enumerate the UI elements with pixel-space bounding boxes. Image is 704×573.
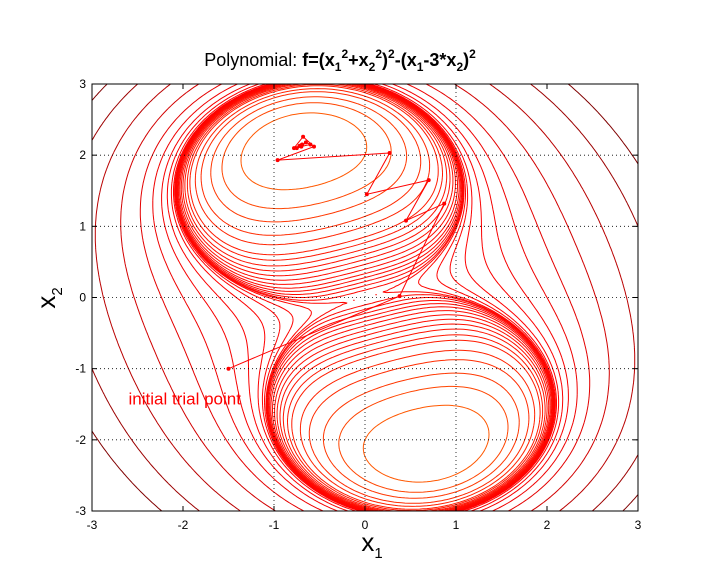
path-point-3 — [404, 218, 408, 223]
title-part-4: 2 — [369, 60, 376, 74]
title-part-13: 2 — [469, 47, 476, 61]
x-tick-label-0: -3 — [87, 518, 98, 532]
title-part-12: ) — [463, 50, 469, 70]
contour-level-31 — [94, 84, 636, 511]
path-point-17 — [299, 143, 304, 148]
contour-level-24 — [173, 84, 557, 511]
y-tick-label-2: -1 — [75, 362, 86, 376]
y-tick-label-4: 1 — [79, 219, 86, 233]
title-part-0: f=(x — [302, 50, 335, 70]
y-tick-label-3: 0 — [79, 291, 86, 305]
contour-level-29 — [139, 84, 591, 511]
contour-level-7 — [200, 91, 530, 504]
path-point-6 — [387, 151, 392, 155]
optimization-path — [226, 134, 447, 371]
contour-level-9 — [189, 85, 541, 510]
path-point-5 — [364, 192, 369, 197]
grid-lines — [92, 84, 638, 511]
contour-level-8 — [194, 88, 536, 507]
path-point-14 — [294, 146, 299, 151]
contour-level-13 — [180, 84, 550, 511]
title-part-10: -3*x — [423, 50, 456, 70]
x-tick-label-6: 3 — [635, 518, 642, 532]
path-point-1 — [397, 294, 402, 299]
title-part-7: 2 — [388, 47, 395, 61]
contour-level-23 — [174, 84, 556, 511]
annotation-0: initial trial point — [129, 390, 242, 409]
contour-lines — [92, 84, 638, 511]
title-part-9: 1 — [417, 60, 424, 74]
contour-level-28 — [152, 84, 578, 511]
contour-level-11 — [184, 84, 546, 511]
x-axis-label: x1 — [361, 527, 382, 562]
contour-level-4 — [240, 112, 490, 483]
y-tick-label-0: -3 — [75, 504, 86, 518]
path-point-10 — [292, 146, 296, 151]
y-label-sub: 2 — [49, 287, 66, 295]
annotations: initial trial point — [129, 390, 242, 409]
contour-level-25 — [170, 84, 560, 511]
x-tick-label-4: 1 — [453, 518, 460, 532]
axis-ticks: -3 -2 -1 0 1 2 3 -3 -2 -1 0 1 2 3 — [75, 77, 641, 532]
title-part-5: 2 — [375, 47, 382, 61]
title-part-2: 2 — [341, 47, 348, 61]
contour-level-33 — [92, 84, 638, 511]
y-tick-label-5: 2 — [79, 148, 86, 162]
path-point-8 — [312, 144, 316, 149]
y-label-base: x — [31, 296, 61, 309]
y-tick-label-1: -2 — [75, 433, 86, 447]
title-part-3: +x — [348, 50, 369, 70]
path-point-11 — [308, 142, 313, 147]
x-tick-label-2: -1 — [269, 518, 280, 532]
x-tick-label-3: 0 — [362, 518, 369, 532]
contour-level-30 — [120, 84, 610, 511]
contour-level-26 — [166, 84, 564, 511]
contour-level-27 — [161, 84, 569, 511]
contour-level-6 — [210, 96, 520, 499]
path-point-4 — [426, 178, 431, 183]
path-point-9 — [301, 134, 306, 139]
path-point-7 — [275, 158, 280, 163]
path-point-12 — [303, 140, 308, 145]
x-tick-label-1: -2 — [178, 518, 189, 532]
title-prefix: Polynomial: — [204, 50, 302, 70]
title-part-1: 1 — [335, 60, 342, 74]
y-axis-label: x2 — [31, 287, 66, 308]
contour-level-12 — [182, 84, 548, 511]
x-tick-label-5: 2 — [544, 518, 551, 532]
contour-level-10 — [186, 84, 544, 511]
title-part-11: 2 — [456, 60, 463, 74]
chart-title: Polynomial: f=(x12+x22)2-(x1-3*x2)2 — [204, 47, 476, 74]
x-label-base: x — [361, 527, 374, 557]
path-point-0 — [226, 366, 231, 371]
title-part-6: ) — [382, 50, 388, 70]
y-tick-label-6: 3 — [79, 77, 86, 91]
contour-level-32 — [92, 84, 638, 511]
contour-level-5 — [221, 102, 509, 493]
path-point-2 — [442, 201, 447, 206]
x-label-sub: 1 — [374, 545, 382, 562]
title-part-8: -(x — [395, 50, 417, 70]
